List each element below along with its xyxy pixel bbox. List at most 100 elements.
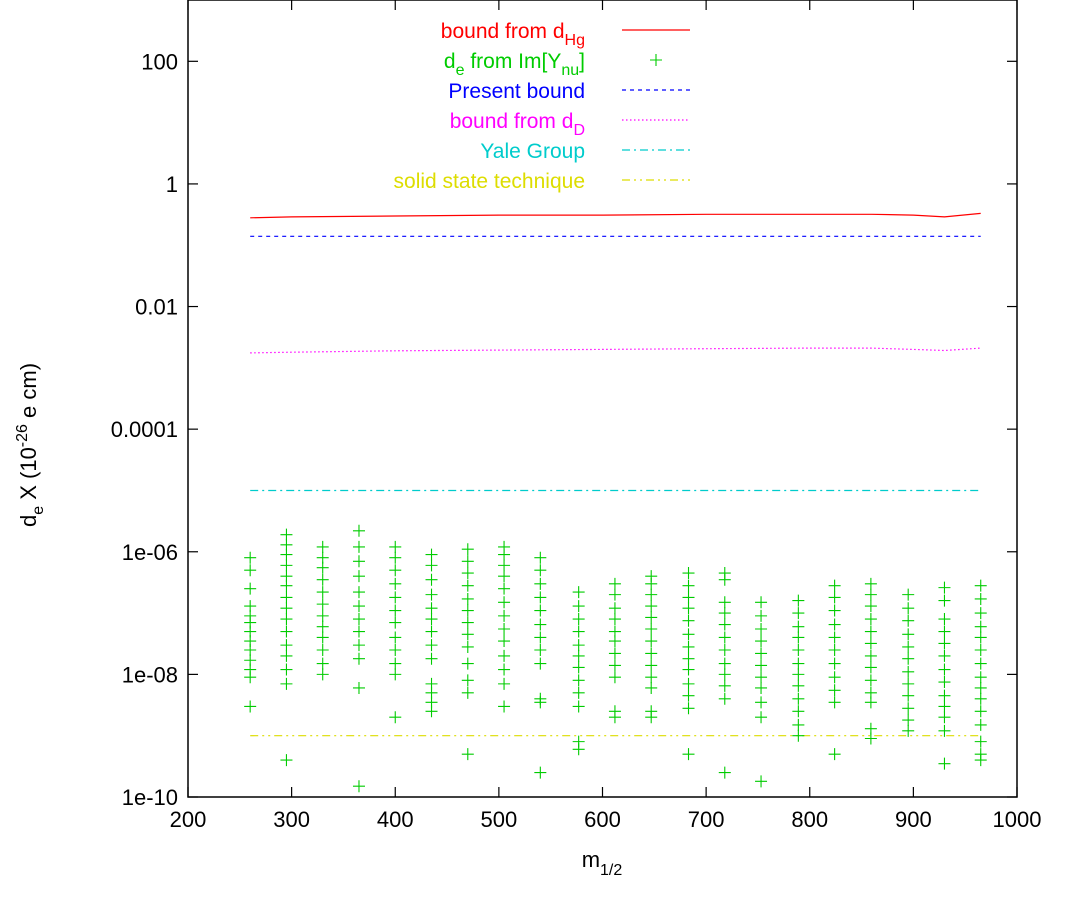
scatter-point	[755, 681, 768, 694]
scatter-point	[389, 616, 402, 629]
scatter-point	[864, 600, 877, 613]
scatter-point	[718, 657, 731, 670]
scatter-point	[280, 528, 293, 541]
scatter-point	[974, 718, 987, 731]
series-line-2	[250, 347, 981, 354]
scatter-point	[792, 594, 805, 607]
scatter-point	[280, 754, 293, 767]
scatter-point	[682, 567, 695, 580]
scatter-point	[425, 705, 438, 718]
scatter-point	[280, 663, 293, 676]
scatter-point	[792, 607, 805, 620]
scatter-point	[755, 647, 768, 660]
scatter-point	[608, 671, 621, 684]
scatter-point	[534, 657, 547, 670]
scatter-point	[938, 637, 951, 650]
scatter-point	[316, 540, 329, 553]
scatter-point	[938, 711, 951, 724]
scatter-point	[425, 613, 438, 626]
scatter-point	[938, 757, 951, 770]
legend-text-part: e	[456, 62, 465, 79]
series-line-0	[250, 212, 981, 219]
scatter-point	[352, 652, 365, 665]
scatter-point	[352, 780, 365, 793]
legend-label-3: bound from dD	[450, 110, 585, 139]
scatter-point	[755, 596, 768, 609]
scatter-point	[755, 609, 768, 622]
scatter-point	[498, 548, 511, 561]
scatter-point	[572, 586, 585, 599]
x-axis-label: m1/2	[582, 847, 623, 879]
scatter-point	[718, 643, 731, 656]
scatter-point	[938, 649, 951, 662]
scatter-point	[352, 625, 365, 638]
scatter-point	[902, 652, 915, 665]
scatter-point	[608, 613, 621, 626]
scatter-point	[682, 748, 695, 761]
scatter-point	[864, 588, 877, 601]
scatter-point	[534, 591, 547, 604]
scatter-point	[682, 689, 695, 702]
scatter-point	[389, 540, 402, 553]
scatter-point	[389, 711, 402, 724]
scatter-point	[498, 609, 511, 622]
scatter-point	[461, 592, 474, 605]
scatter-point	[425, 559, 438, 572]
scatter-point	[280, 548, 293, 561]
scatter-point	[755, 696, 768, 709]
scatter-point	[718, 618, 731, 631]
scatter-point	[902, 602, 915, 615]
scatter-point	[718, 607, 731, 620]
scatter-point	[828, 591, 841, 604]
scatter-point	[461, 555, 474, 568]
scatter-point	[572, 649, 585, 662]
scatter-point	[425, 625, 438, 638]
y-axis-label: de X (10-26 e cm)	[14, 363, 47, 527]
scatter-point	[534, 604, 547, 617]
scatter-point	[461, 579, 474, 592]
scatter-point	[902, 640, 915, 653]
scatter-point	[682, 628, 695, 641]
scatter-point	[938, 663, 951, 676]
scatter-point	[645, 671, 658, 684]
scatter-point	[389, 604, 402, 617]
scatter-point	[608, 711, 621, 724]
scatter-point	[280, 625, 293, 638]
scatter-point	[608, 577, 621, 590]
scatter-point	[645, 600, 658, 613]
scatter-point	[645, 647, 658, 660]
scatter-point	[498, 649, 511, 662]
scatter-point	[244, 643, 257, 656]
legend-label-0: bound from dHg	[441, 20, 585, 49]
scatter-point	[755, 635, 768, 648]
scatter-point	[316, 573, 329, 586]
scatter-point	[828, 579, 841, 592]
scatter-point	[389, 657, 402, 670]
scatter-point	[498, 635, 511, 648]
scatter-point	[828, 604, 841, 617]
series-layer	[250, 212, 981, 737]
scatter-point	[645, 622, 658, 635]
legend-label-1: de from Im[Ynu]	[444, 50, 585, 79]
scatter-point	[608, 602, 621, 615]
axis-ticks: 200 300 400 500 600 700 800 900 10001e-101e-081e…	[111, 0, 1042, 832]
scatter-point	[828, 684, 841, 697]
x-tick-label: 1000	[993, 807, 1042, 832]
scatter-point	[316, 561, 329, 574]
scatter-point	[534, 766, 547, 779]
scatter-point	[534, 551, 547, 564]
scatter-point	[316, 609, 329, 622]
scatter-point	[902, 689, 915, 702]
scatter-point	[792, 679, 805, 692]
x-tick-label: 700	[688, 807, 725, 832]
scatter-point	[498, 663, 511, 676]
scatter-point	[352, 524, 365, 537]
scatter-point	[828, 643, 841, 656]
scatter-point	[902, 702, 915, 715]
scatter-point	[902, 677, 915, 690]
scatter-point	[645, 611, 658, 624]
scatter-point	[352, 639, 365, 652]
scatter-point	[316, 643, 329, 656]
scatter-point	[755, 659, 768, 672]
